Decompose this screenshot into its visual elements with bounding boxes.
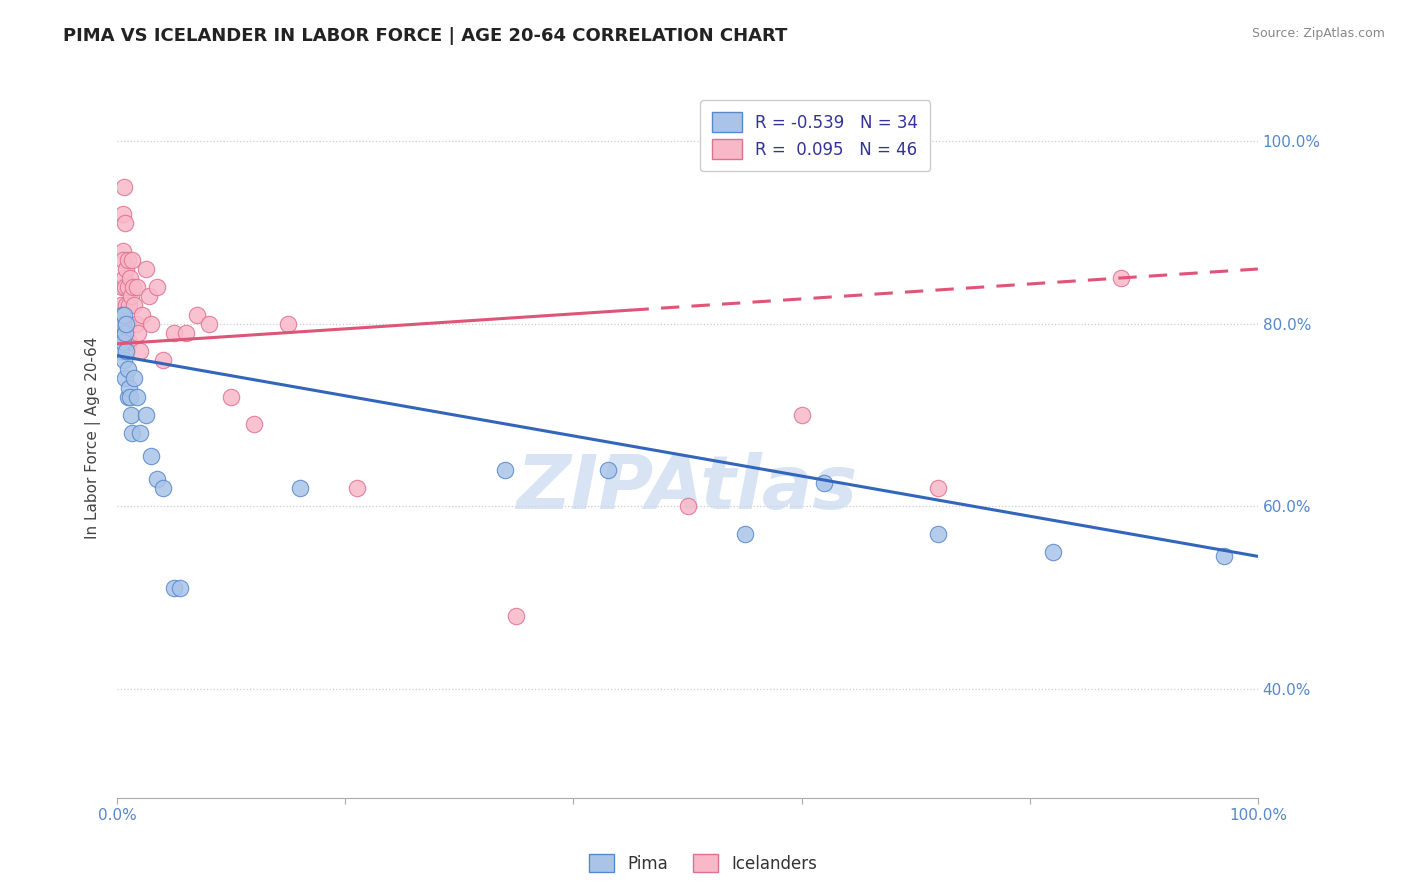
Point [112,271,135,285]
Point [734,526,756,541]
Point [494,463,516,477]
Point [111,244,134,258]
Point [124,371,146,385]
Point [121,426,143,441]
Point [163,326,186,340]
Point [124,298,146,312]
Point [114,326,136,340]
Point [118,390,141,404]
Point [129,344,152,359]
Point [117,362,139,376]
Point [110,298,132,312]
Point [125,280,148,294]
Point [141,449,163,463]
Point [110,344,132,359]
Point [169,581,191,595]
Point [117,252,139,267]
Point [146,472,169,486]
Point [115,344,138,359]
Point [111,317,134,331]
Point [243,417,266,431]
Point [111,252,134,267]
Point [111,280,134,294]
Point [117,317,139,331]
Point [1109,271,1132,285]
Point [790,408,813,422]
Point [163,581,186,595]
Point [120,408,142,422]
Legend: Pima, Icelanders: Pima, Icelanders [582,847,824,880]
Point [122,280,145,294]
Point [197,317,219,331]
Point [121,252,143,267]
Point [152,353,174,368]
Point [112,180,135,194]
Point [112,353,135,368]
Point [117,390,139,404]
Point [111,334,134,349]
Point [118,334,141,349]
Point [111,308,134,322]
Text: PIMA VS ICELANDER IN LABOR FORCE | AGE 20-64 CORRELATION CHART: PIMA VS ICELANDER IN LABOR FORCE | AGE 2… [63,27,787,45]
Legend: R = -0.539   N = 34, R =  0.095   N = 46: R = -0.539 N = 34, R = 0.095 N = 46 [700,100,931,171]
Point [146,280,169,294]
Point [152,481,174,495]
Point [115,317,138,331]
Text: ZIPAtlas: ZIPAtlas [517,451,858,524]
Point [118,381,141,395]
Point [131,308,153,322]
Point [115,298,138,312]
Point [114,280,136,294]
Text: Source: ZipAtlas.com: Source: ZipAtlas.com [1251,27,1385,40]
Point [135,262,157,277]
Point [115,262,138,277]
Point [505,608,527,623]
Point [1042,545,1064,559]
Point [125,390,148,404]
Point [114,334,136,349]
Point [124,317,146,331]
Point [114,216,136,230]
Point [1212,549,1234,564]
Point [927,526,949,541]
Point [118,271,141,285]
Point [129,426,152,441]
Point [277,317,299,331]
Point [221,390,243,404]
Point [118,298,141,312]
Point [174,326,197,340]
Point [112,308,135,322]
Point [346,481,368,495]
Point [111,317,134,331]
Point [676,499,699,513]
Point [186,308,208,322]
Point [813,476,835,491]
Point [288,481,311,495]
Point [111,326,134,340]
Point [117,280,139,294]
Y-axis label: In Labor Force | Age 20-64: In Labor Force | Age 20-64 [86,336,101,539]
Point [596,463,619,477]
Point [135,408,157,422]
Point [111,207,134,221]
Point [114,371,136,385]
Point [138,289,160,303]
Point [927,481,949,495]
Point [127,326,149,340]
Point [120,289,142,303]
Point [141,317,163,331]
